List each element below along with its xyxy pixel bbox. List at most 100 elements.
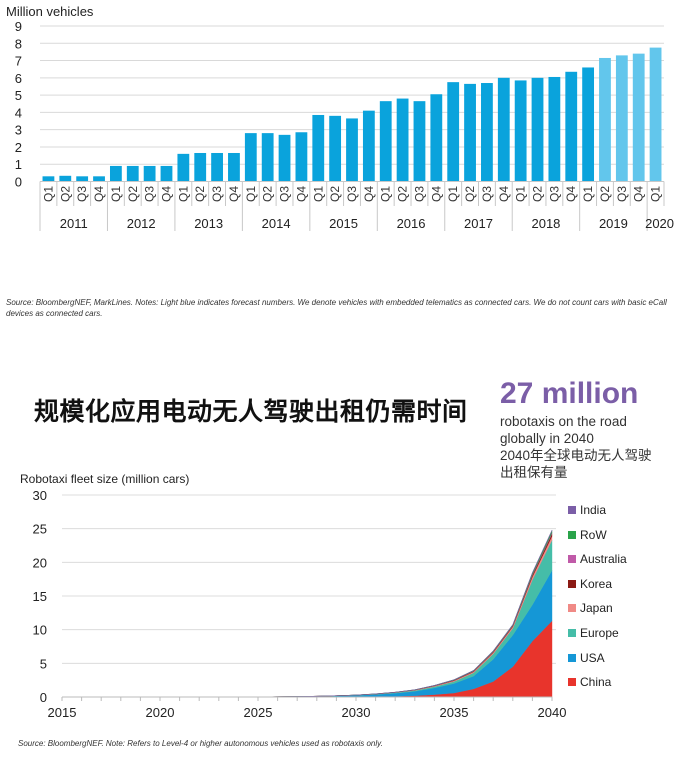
bar — [632, 53, 645, 182]
legend-item-korea: Korea — [568, 577, 612, 591]
quarter-label: Q3 — [75, 186, 89, 202]
y-tick-label: 15 — [33, 589, 47, 604]
bar — [497, 77, 510, 182]
quarter-label: Q2 — [58, 186, 72, 202]
y-tick-label: 5 — [15, 88, 22, 103]
bar — [211, 152, 223, 182]
quarter-label: Q2 — [531, 186, 545, 202]
bar — [228, 152, 240, 182]
bar — [261, 133, 274, 182]
quarter-label: Q1 — [311, 186, 325, 202]
legend-item-row: RoW — [568, 528, 607, 542]
callout-line: globally in 2040 — [500, 431, 594, 446]
y-tick-label: 5 — [40, 656, 47, 671]
quarter-label: Q2 — [328, 186, 342, 202]
year-label: 2017 — [464, 216, 493, 231]
quarter-label: Q4 — [429, 186, 443, 202]
quarter-label: Q4 — [632, 186, 646, 202]
year-label: 2016 — [397, 216, 426, 231]
y-tick-label: 1 — [15, 157, 22, 172]
bar — [362, 110, 375, 182]
y-tick-label: 25 — [33, 522, 47, 537]
quarter-label: Q3 — [547, 186, 561, 202]
quarter-label: Q2 — [598, 186, 612, 202]
legend-swatch — [568, 604, 576, 613]
y-tick-label: 3 — [15, 123, 22, 138]
y-tick-label: 0 — [40, 690, 47, 705]
legend-label: India — [580, 503, 607, 517]
x-tick-label: 2030 — [342, 705, 371, 720]
quarter-label: Q1 — [446, 186, 460, 202]
bar — [430, 94, 443, 182]
callout-line: 出租保有量 — [500, 465, 568, 480]
legend-label: USA — [580, 650, 605, 665]
quarter-label: Q1 — [649, 186, 663, 202]
quarter-label: Q3 — [278, 186, 292, 202]
y-tick-label: 9 — [15, 19, 22, 34]
year-label: 2012 — [127, 216, 156, 231]
x-tick-label: 2035 — [440, 705, 469, 720]
quarter-label: Q2 — [261, 186, 275, 202]
year-label: 2020 — [645, 216, 674, 231]
y-tick-label: 30 — [33, 488, 47, 503]
bar — [599, 57, 611, 182]
quarter-label: Q3 — [210, 186, 224, 202]
legend-swatch — [568, 678, 576, 687]
legend-label: Australia — [580, 552, 627, 567]
year-label: 2019 — [599, 216, 628, 231]
bar — [481, 83, 493, 182]
bar — [194, 152, 207, 182]
robotaxi-chart-title: 规模化应用电动无人驾驶出租仍需时间 — [34, 398, 468, 426]
bar — [244, 133, 257, 182]
bar — [126, 165, 139, 182]
bar — [346, 118, 358, 182]
callout-text: robotaxis on the road globally in 2040 2… — [500, 413, 680, 481]
bar — [278, 134, 291, 182]
y-tick-label: 2 — [15, 140, 22, 155]
bar — [531, 77, 544, 182]
bar — [396, 98, 409, 182]
quarter-label: Q1 — [41, 186, 55, 202]
bar — [93, 176, 105, 182]
legend-swatch — [568, 555, 576, 564]
callout-line: robotaxis on the road — [500, 414, 627, 429]
bar — [464, 83, 476, 182]
bar — [295, 132, 308, 182]
quarter-label: Q2 — [396, 186, 410, 202]
bar — [42, 176, 55, 182]
bar — [329, 115, 342, 182]
quarter-label: Q1 — [379, 186, 393, 202]
y-tick-label: 8 — [15, 36, 22, 51]
quarter-label: Q4 — [92, 186, 106, 202]
year-label: 2018 — [531, 216, 560, 231]
quarter-label: Q1 — [244, 186, 258, 202]
bar — [59, 175, 72, 182]
quarter-label: Q4 — [227, 186, 241, 202]
bar — [160, 165, 173, 182]
x-tick-label: 2020 — [146, 705, 175, 720]
bottom-chart-y-axis-title: Robotaxi fleet size (million cars) — [20, 472, 190, 486]
legend-item-india: India — [568, 503, 606, 517]
x-tick-label: 2015 — [48, 705, 77, 720]
bar — [312, 114, 325, 182]
legend-item-usa: USA — [568, 651, 605, 665]
bar — [143, 165, 156, 182]
bar — [649, 47, 662, 182]
legend-label: Korea — [580, 576, 613, 591]
bar — [615, 55, 628, 182]
callout-big-number: 27 million — [500, 377, 639, 410]
legend-swatch — [568, 530, 576, 539]
quarter-label: Q1 — [514, 186, 528, 202]
x-tick-label: 2025 — [244, 705, 273, 720]
bar — [109, 165, 122, 182]
bar — [565, 71, 578, 182]
quarter-label: Q3 — [480, 186, 494, 202]
bottom-chart-source-note: Source: BloombergNEF. Note: Refers to Le… — [18, 739, 383, 748]
quarter-label: Q3 — [345, 186, 359, 202]
legend-item-europe: Europe — [568, 626, 619, 640]
quarter-label: Q3 — [143, 186, 157, 202]
legend-item-japan: Japan — [568, 601, 613, 615]
bar — [447, 82, 460, 182]
